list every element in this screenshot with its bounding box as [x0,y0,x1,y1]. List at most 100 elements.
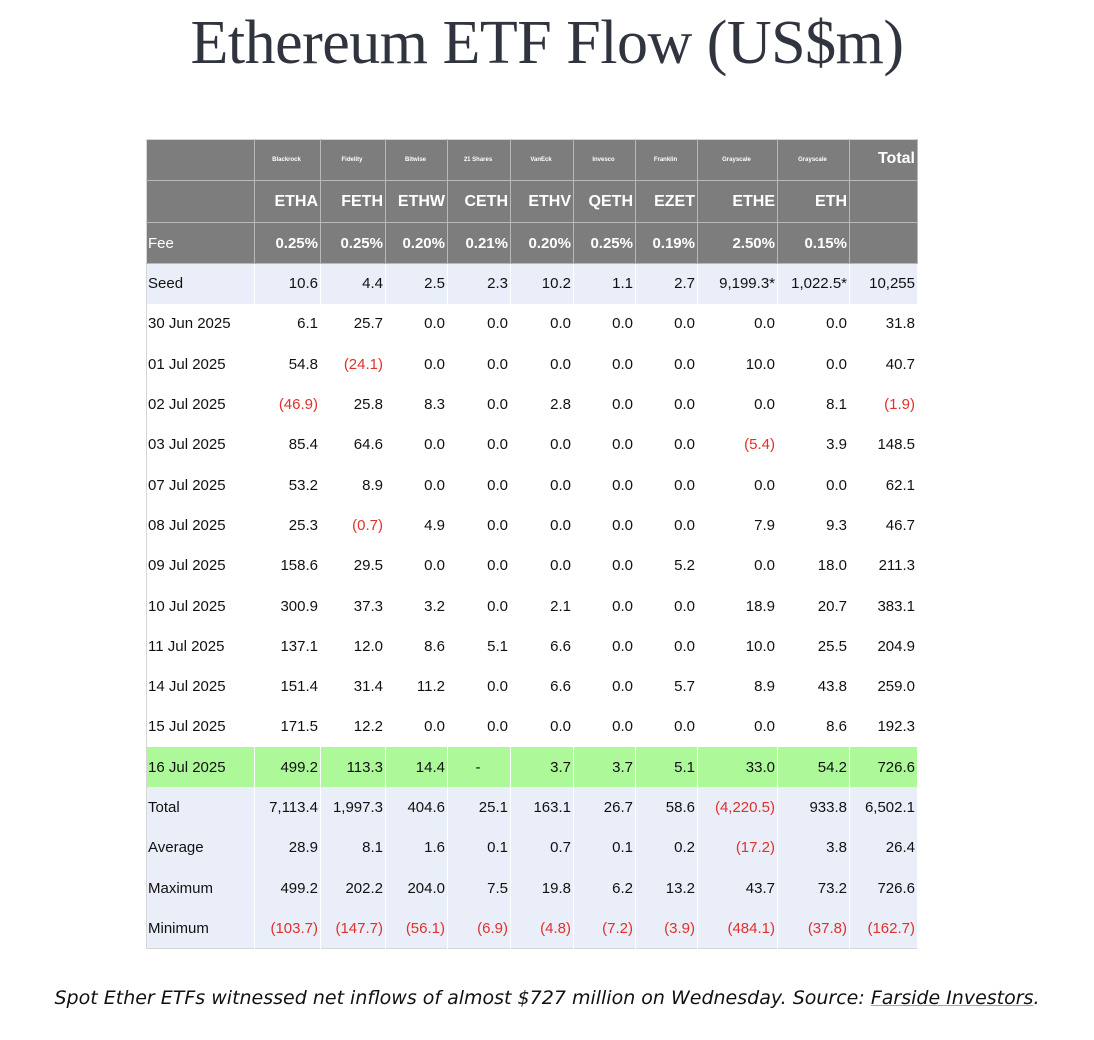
flow-cell: 0.0 [635,303,698,345]
fee-cell: 0.20% [385,222,448,264]
flow-cell: 8.1 [320,827,386,868]
flow-cell: 73.2 [777,867,850,909]
flow-cell: (0.7) [320,505,386,546]
page-title: Ethereum ETF Flow (US$m) [190,9,905,77]
row-label: Seed [146,263,255,304]
flow-cell: 499.2 [254,867,321,909]
flow-cell: 1.1 [573,263,636,304]
flow-cell: 158.6 [254,545,321,586]
flow-cell: 3.2 [385,585,448,627]
flow-cell: (147.7) [320,908,386,949]
flow-cell: 0.0 [510,303,574,345]
flow-cell: 6.6 [510,626,574,667]
flow-cell: 0.0 [573,666,636,707]
issuer-header: Franklin [635,139,698,181]
flow-cell: 0.0 [573,706,636,748]
flow-cell: 0.0 [447,344,511,385]
image-caption: Spot Ether ETFs witnessed net inflows of… [0,984,1094,1012]
flow-cell: 933.8 [777,787,850,828]
etf-flow-table: Blackrock Fidelity Bitwise 21 Shares VanEck I… [146,139,918,950]
flow-cell: (3.9) [635,908,698,949]
flow-cell: 204.0 [385,867,448,909]
flow-cell: 0.0 [777,344,850,385]
flow-cell: 0.0 [635,706,698,748]
flow-cell: 53.2 [254,464,321,506]
row-label: 30 Jun 2025 [146,303,255,345]
flow-cell: 4.4 [320,263,386,304]
ticker-header: ETHW [385,180,448,223]
flow-cell: 29.5 [320,545,386,586]
fee-cell: 0.25% [320,222,386,264]
flow-cell: 54.8 [254,344,321,385]
flow-cell: 0.0 [573,585,636,627]
flow-cell: 0.0 [385,545,448,586]
flow-cell: (56.1) [385,908,448,949]
fee-cell: 0.19% [635,222,698,264]
ticker-header: ETHE [697,180,778,223]
flow-cell: 4.9 [385,505,448,546]
fee-cell: 2.50% [697,222,778,264]
flow-cell: 26.7 [573,787,636,828]
row-total-cell: 726.6 [849,747,918,788]
flow-cell: 25.8 [320,384,386,425]
row-label: 02 Jul 2025 [146,384,255,425]
row-total-cell: 259.0 [849,666,918,707]
row-label: 07 Jul 2025 [146,464,255,506]
flow-cell: 6.1 [254,303,321,345]
fee-cell: 0.25% [573,222,636,264]
flow-cell: 2.5 [385,263,448,304]
issuer-header: Blackrock [254,139,321,181]
flow-cell: 171.5 [254,706,321,748]
flow-cell: 151.4 [254,666,321,707]
row-total-cell: 26.4 [849,827,918,868]
flow-cell: 0.0 [697,384,778,425]
ticker-header: CETH [447,180,511,223]
flow-cell: 18.0 [777,545,850,586]
flow-cell: 0.0 [635,424,698,465]
source-link[interactable]: Farside Investors [870,987,1034,1009]
flow-cell: 8.6 [777,706,850,748]
flow-cell: 2.8 [510,384,574,425]
row-total-cell: (1.9) [849,384,918,425]
fee-cell: 0.25% [254,222,321,264]
flow-cell: (103.7) [254,908,321,949]
flow-cell: 8.9 [320,464,386,506]
flow-cell: 2.1 [510,585,574,627]
flow-cell: 5.1 [635,747,698,788]
table-row: 01 Jul 2025 54.8 (24.1) 0.0 0.0 0.0 0.0 0.0 10.0… [146,344,918,385]
flow-cell: 0.0 [635,505,698,546]
flow-cell: 3.9 [777,424,850,465]
flow-cell: 0.0 [385,464,448,506]
flow-cell: 0.0 [510,464,574,506]
flow-cell: 0.0 [510,505,574,546]
flow-cell: - [447,747,511,788]
flow-cell: 7,113.4 [254,787,321,828]
flow-cell: 0.7 [510,827,574,868]
table-row: 07 Jul 2025 53.2 8.9 0.0 0.0 0.0 0.0 0.0 0.0 0.0 6… [146,464,918,506]
total-blank-cell [849,180,918,223]
flow-cell: 300.9 [254,585,321,627]
flow-cell: 404.6 [385,787,448,828]
flow-cell: 0.0 [697,464,778,506]
row-label: Maximum [146,867,255,909]
flow-cell: 25.3 [254,505,321,546]
issuer-header: Grayscale [697,139,778,181]
row-total-cell: 40.7 [849,344,918,385]
flow-cell: 7.9 [697,505,778,546]
flow-cell: 0.0 [573,464,636,506]
table-row: 03 Jul 2025 85.4 64.6 0.0 0.0 0.0 0.0 0.0 (5.4) 3… [146,424,918,465]
ticker-header: EZET [635,180,698,223]
flow-cell: 0.0 [385,706,448,748]
flow-cell: 3.7 [573,747,636,788]
flow-cell: 2.7 [635,263,698,304]
row-label: 16 Jul 2025 [146,747,255,788]
row-total-cell: 726.6 [849,867,918,909]
row-total-cell: 31.8 [849,303,918,345]
flow-cell: 0.0 [447,666,511,707]
row-label: 08 Jul 2025 [146,505,255,546]
issuer-header: Invesco [573,139,636,181]
flow-cell: 0.0 [635,626,698,667]
issuer-header: Grayscale [777,139,850,181]
flow-cell: 3.8 [777,827,850,868]
issuer-header: 21 Shares [447,139,511,181]
